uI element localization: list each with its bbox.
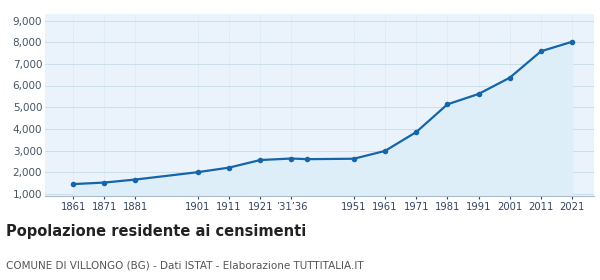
Point [302,157,312,161]
Point [536,49,546,53]
Point [412,130,421,134]
Point [380,149,390,153]
Point [224,165,234,170]
Text: Popolazione residente ai censimenti: Popolazione residente ai censimenti [6,224,306,239]
Point [443,102,452,107]
Point [505,75,515,80]
Point [349,157,359,161]
Point [256,158,265,162]
Point [68,182,78,186]
Text: COMUNE DI VILLONGO (BG) - Dati ISTAT - Elaborazione TUTTITALIA.IT: COMUNE DI VILLONGO (BG) - Dati ISTAT - E… [6,260,364,270]
Point [287,156,296,161]
Point [100,180,109,185]
Point [131,177,140,182]
Point [568,39,577,44]
Point [474,92,484,96]
Point [193,170,203,174]
